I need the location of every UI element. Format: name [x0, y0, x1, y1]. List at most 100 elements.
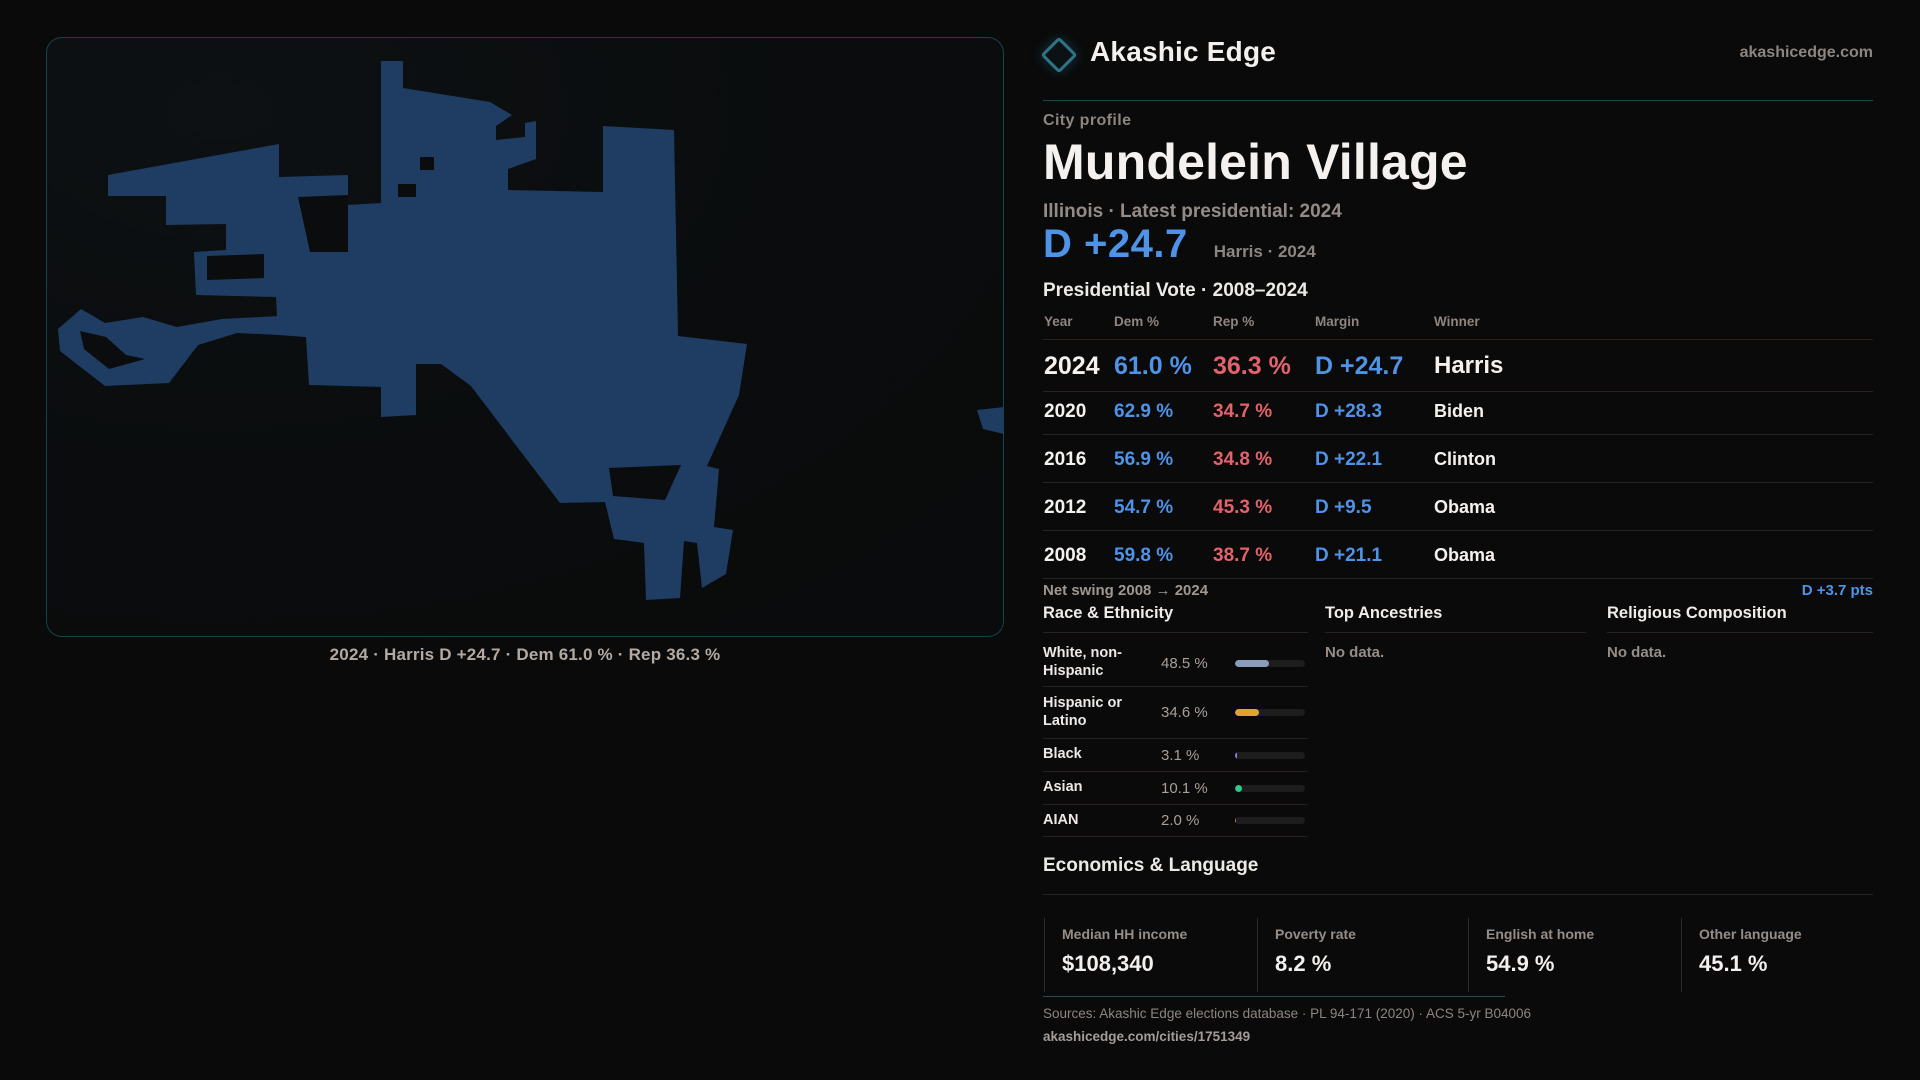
boundary-hole [420, 157, 434, 170]
results-table-header: Year Dem % Rep % Margin Winner [1043, 314, 1873, 332]
race-label: Asian [1043, 779, 1083, 796]
cell-year: 2024 [1044, 352, 1100, 380]
net-swing-value: D +3.7 pts [1801, 582, 1873, 599]
sources-text: Sources: Akashic Edge elections database… [1043, 1006, 1532, 1021]
city-boundary-map [58, 61, 1003, 600]
cell-winner: Obama [1434, 497, 1496, 517]
table-row: 2016 56.9 % 34.8 % D +22.1 Clinton [1043, 449, 1873, 471]
headline-margin-value: D +24.7 [1043, 222, 1188, 266]
section-underline [1607, 632, 1873, 633]
no-data-text: No data. [1325, 644, 1385, 661]
section-race-ethnicity: Race & Ethnicity [1043, 604, 1308, 633]
cell-rep: 36.3 % [1213, 352, 1291, 380]
race-value: 2.0 % [1161, 812, 1200, 829]
boundary-hole [80, 331, 145, 369]
section-top-ancestries: Top Ancestries No data. [1325, 604, 1586, 661]
race-value: 34.6 % [1161, 704, 1208, 721]
footer-divider [1043, 996, 1505, 997]
map-caption: 2024 · Harris D +24.7 · Dem 61.0 % · Rep… [329, 645, 721, 664]
cell-dem: 61.0 % [1114, 352, 1192, 380]
section-underline [1043, 894, 1873, 895]
stat-value: 8.2 % [1275, 951, 1332, 976]
table-divider [1043, 482, 1873, 483]
page-title: Mundelein Village [1043, 134, 1468, 190]
stat-label: Median HH income [1062, 926, 1188, 942]
race-label: Hispanic or Latino [1043, 694, 1122, 729]
race-bar-track [1235, 751, 1305, 759]
cell-margin: D +21.1 [1315, 545, 1383, 566]
stat-label: English at home [1486, 926, 1595, 942]
stat-value: $108,340 [1062, 951, 1154, 976]
race-bar-fill [1235, 751, 1238, 759]
profile-kicker: City profile [1043, 112, 1132, 129]
net-swing-label: Net swing 2008 → 2024 [1043, 582, 1209, 599]
table-row: 2024 61.0 % 36.3 % D +24.7 Harris [1043, 352, 1873, 384]
cell-rep: 45.3 % [1213, 497, 1273, 518]
table-divider [1043, 339, 1873, 340]
boundary-shape-fragment [977, 407, 1003, 434]
section-underline [1043, 632, 1308, 633]
table-row: 2008 59.8 % 38.7 % D +21.1 Obama [1043, 545, 1873, 567]
cell-rep: 34.8 % [1213, 449, 1273, 470]
cell-year: 2012 [1044, 497, 1087, 518]
cell-winner: Biden [1434, 401, 1485, 421]
column-header-dem: Dem % [1114, 314, 1160, 329]
boundary-hole [609, 465, 681, 500]
cell-winner: Harris [1434, 352, 1504, 379]
brand-header: Akashic Edge akashicedge.com [1040, 36, 1873, 74]
cell-year: 2008 [1044, 545, 1087, 566]
cell-winner: Clinton [1434, 449, 1496, 469]
table-divider [1043, 391, 1873, 392]
header-divider [1043, 100, 1873, 101]
section-underline [1325, 632, 1586, 633]
column-header-winner: Winner [1434, 314, 1480, 329]
stat-card-poverty-rate: Poverty rate 8.2 % [1257, 918, 1455, 992]
race-label: AIAN [1043, 811, 1079, 828]
stat-card-other-language: Other language 45.1 % [1681, 918, 1873, 992]
race-bar-fill [1235, 817, 1237, 824]
cell-year: 2016 [1044, 449, 1087, 470]
column-header-rep: Rep % [1213, 314, 1255, 329]
section-economics-language: Economics & Language [1043, 855, 1259, 876]
race-row: AIAN 2.0 % [1043, 805, 1308, 837]
section-title: Religious Composition [1607, 604, 1787, 622]
stat-card-median-income: Median HH income $108,340 [1044, 918, 1244, 992]
table-row: 2012 54.7 % 45.3 % D +9.5 Obama [1043, 497, 1873, 519]
cell-winner: Obama [1434, 545, 1496, 565]
cell-dem: 56.9 % [1114, 449, 1174, 470]
headline-margin-context: Harris · 2024 [1213, 242, 1316, 261]
city-profile-panel: Akashic Edge akashicedge.com City profil… [1040, 0, 1873, 1080]
race-row: Black 3.1 % [1043, 739, 1308, 772]
city-page-link[interactable]: akashicedge.com/cities/1751349 [1043, 1029, 1251, 1044]
stat-value: 45.1 % [1699, 951, 1768, 976]
boundary-hole [298, 195, 348, 252]
race-bar-fill [1235, 709, 1260, 716]
headline-margin: D +24.7 Harris · 2024 [1043, 222, 1316, 267]
race-bar-fill [1235, 659, 1269, 667]
cell-dem: 54.7 % [1114, 497, 1174, 518]
race-value: 10.1 % [1161, 779, 1208, 797]
cell-dem: 62.9 % [1114, 401, 1174, 422]
table-row: 2020 62.9 % 34.7 % D +28.3 Biden [1043, 401, 1873, 423]
race-row: Hispanic or Latino 34.6 % [1043, 687, 1308, 739]
stat-value: 54.9 % [1486, 951, 1555, 976]
race-value: 3.1 % [1161, 746, 1200, 764]
stat-card-english-at-home: English at home 54.9 % [1468, 918, 1668, 992]
cell-year: 2020 [1044, 401, 1087, 422]
brand-diamond-icon [1040, 36, 1078, 74]
brand-domain-link[interactable]: akashicedge.com [1739, 44, 1873, 61]
results-table-title: Presidential Vote · 2008–2024 [1043, 280, 1308, 301]
no-data-text: No data. [1607, 644, 1667, 661]
column-header-margin: Margin [1315, 314, 1360, 329]
race-bar-track [1235, 659, 1305, 667]
race-bar-track [1235, 709, 1305, 716]
race-row: White, non-Hispanic 48.5 % [1043, 640, 1308, 687]
cell-margin: D +28.3 [1315, 401, 1383, 422]
table-divider [1043, 578, 1873, 579]
boundary-hole [398, 184, 416, 197]
race-value: 48.5 % [1161, 654, 1208, 672]
section-title: Top Ancestries [1325, 604, 1443, 622]
race-ethnicity-list: White, non-Hispanic 48.5 % Hispanic or L… [1043, 640, 1308, 837]
race-bar-track [1235, 817, 1305, 824]
race-label: Black [1043, 746, 1082, 763]
